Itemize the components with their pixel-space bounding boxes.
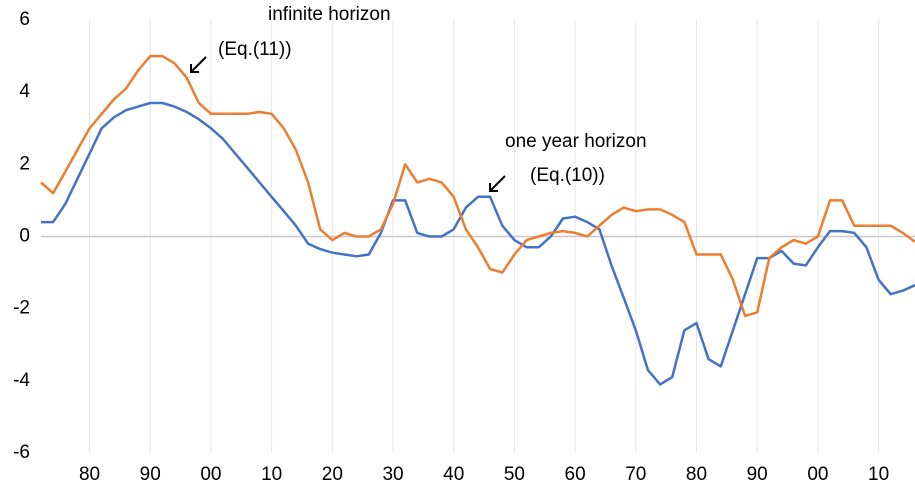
annotation: (Eq.(11)) <box>218 39 292 60</box>
arrow <box>190 56 207 73</box>
annotation: (Eq.(10)) <box>530 165 605 186</box>
line-series <box>40 54 915 318</box>
y-tick-label: 6 <box>19 9 30 30</box>
x-tick-label: 30 <box>382 464 403 485</box>
x-tick-label: 80 <box>686 464 707 485</box>
x-tick-label: 50 <box>504 464 525 485</box>
x-tick-label: 00 <box>200 464 221 485</box>
x-tick-label: 10 <box>868 464 889 485</box>
x-tick-label: 70 <box>625 464 646 485</box>
x-tick-label: 60 <box>565 464 586 485</box>
y-tick-label: 4 <box>19 81 30 102</box>
x-tick-label: 00 <box>807 464 828 485</box>
y-tick-label: -4 <box>13 370 30 391</box>
y-tick-label: 0 <box>19 226 30 247</box>
annotation: infinite horizon <box>268 4 391 25</box>
arrow <box>489 175 506 192</box>
x-tick-label: 90 <box>747 464 768 485</box>
x-tick-label: 80 <box>79 464 100 485</box>
annotation: one year horizon <box>505 131 647 152</box>
x-tick-label: 20 <box>322 464 343 485</box>
line-series <box>41 101 915 386</box>
x-tick-label: 90 <box>140 464 161 485</box>
x-tick-label: 10 <box>261 464 282 485</box>
y-tick-label: -2 <box>13 298 30 319</box>
y-tick-label: -6 <box>13 442 30 463</box>
y-tick-label: 2 <box>19 153 30 174</box>
x-tick-label: 40 <box>443 464 464 485</box>
